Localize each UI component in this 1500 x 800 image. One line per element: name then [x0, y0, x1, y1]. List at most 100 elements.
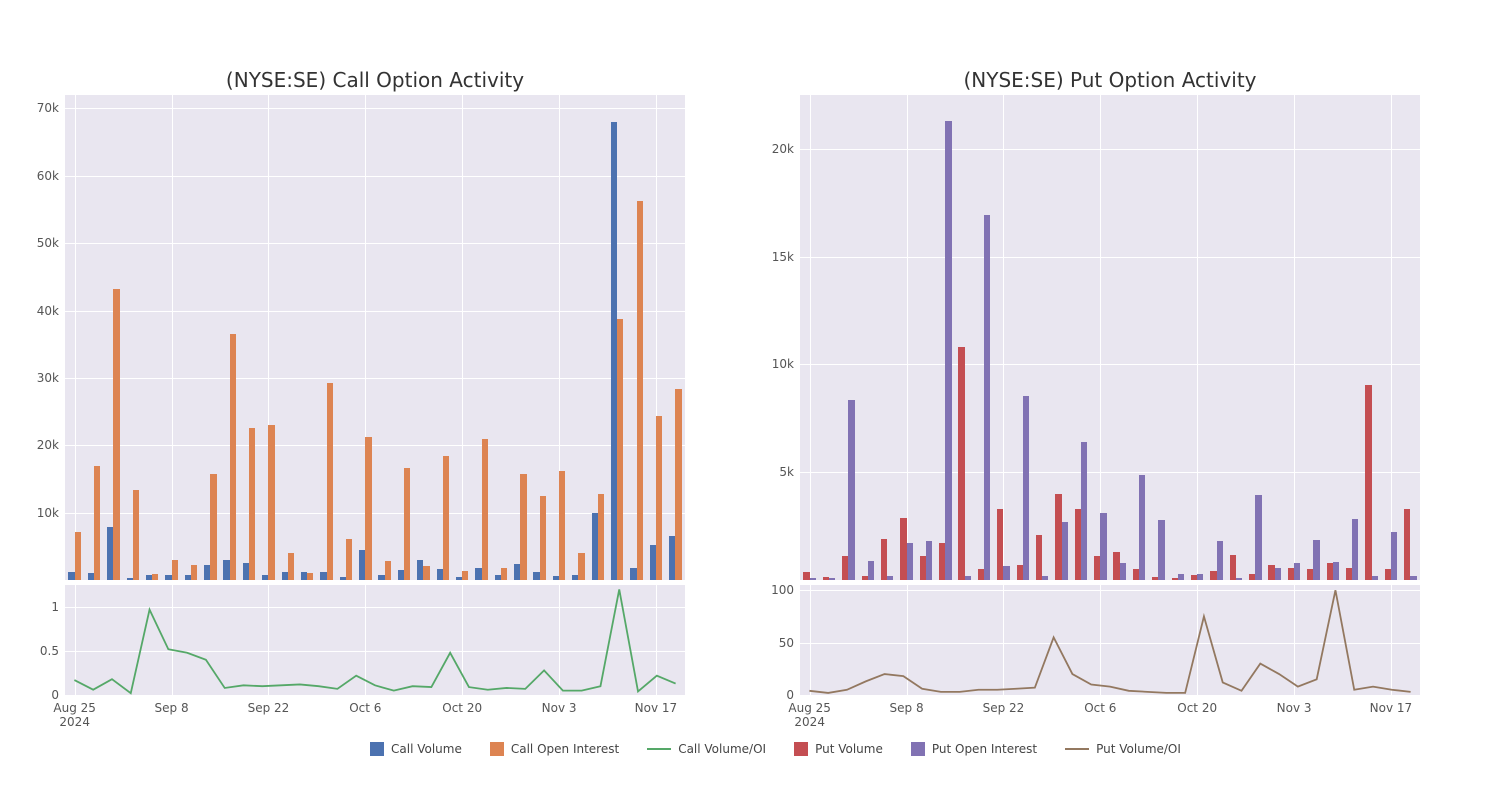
- x-tick-label: Aug 252024: [53, 695, 96, 729]
- y-tick-label: 100: [771, 583, 800, 597]
- bar-open-interest: [810, 578, 816, 580]
- bar-open-interest: [172, 560, 178, 580]
- bar-open-interest: [1352, 519, 1358, 580]
- ratio-line: [809, 590, 1410, 693]
- bar-open-interest: [404, 468, 410, 580]
- figure: (NYSE:SE) Call Option Activity (NYSE:SE)…: [0, 0, 1500, 800]
- bar-open-interest: [462, 571, 468, 580]
- legend-label: Put Volume/OI: [1096, 742, 1181, 756]
- bar-open-interest: [945, 121, 951, 580]
- y-tick-label: 70k: [37, 101, 65, 115]
- bar-open-interest: [1042, 576, 1048, 580]
- legend-label: Call Volume: [391, 742, 462, 756]
- y-tick-label: 10k: [37, 506, 65, 520]
- legend-swatch-line: [1065, 748, 1089, 750]
- legend-item: Put Open Interest: [911, 742, 1037, 756]
- legend-item: Call Volume: [370, 742, 462, 756]
- bar-open-interest: [656, 416, 662, 580]
- bar-open-interest: [984, 215, 990, 580]
- y-tick-label: 5k: [779, 465, 800, 479]
- bar-open-interest: [926, 541, 932, 580]
- bar-open-interest: [365, 437, 371, 580]
- bar-volume: [881, 539, 887, 580]
- bar-open-interest: [1217, 541, 1223, 580]
- bar-open-interest: [637, 201, 643, 580]
- bar-open-interest: [1313, 540, 1319, 580]
- bar-open-interest: [1197, 574, 1203, 580]
- call-bar-chart: 10k20k30k40k50k60k70k: [65, 95, 685, 580]
- bar-open-interest: [1100, 513, 1106, 580]
- bar-open-interest: [829, 578, 835, 580]
- y-tick-label: 60k: [37, 169, 65, 183]
- legend-item: Call Volume/OI: [647, 742, 766, 756]
- bar-open-interest: [1410, 576, 1416, 580]
- x-tick-label: Oct 20: [1177, 695, 1217, 715]
- bar-open-interest: [307, 573, 313, 580]
- bar-volume: [1230, 555, 1236, 580]
- bar-open-interest: [1178, 574, 1184, 580]
- legend-item: Call Open Interest: [490, 742, 619, 756]
- bar-open-interest: [443, 456, 449, 580]
- bar-open-interest: [288, 553, 294, 580]
- bar-open-interest: [152, 574, 158, 580]
- call-ratio-chart: 00.51Aug 252024Sep 8Sep 22Oct 6Oct 20Nov…: [65, 585, 685, 695]
- bar-open-interest: [617, 319, 623, 580]
- bar-open-interest: [598, 494, 604, 580]
- bar-open-interest: [887, 576, 893, 580]
- x-tick-label: Nov 17: [635, 695, 678, 715]
- bar-volume: [1036, 535, 1042, 580]
- legend-swatch-bar: [911, 742, 925, 756]
- bar-open-interest: [1003, 566, 1009, 580]
- bar-open-interest: [346, 539, 352, 580]
- y-tick-label: 0.5: [40, 644, 65, 658]
- bar-open-interest: [230, 334, 236, 580]
- bar-open-interest: [1372, 576, 1378, 580]
- bar-open-interest: [501, 568, 507, 580]
- bar-open-interest: [848, 400, 854, 580]
- legend-item: Put Volume/OI: [1065, 742, 1181, 756]
- ratio-line: [74, 589, 675, 693]
- bar-open-interest: [540, 496, 546, 580]
- bar-open-interest: [94, 466, 100, 581]
- legend-swatch-bar: [794, 742, 808, 756]
- bar-open-interest: [1139, 475, 1145, 580]
- legend-label: Call Volume/OI: [678, 742, 766, 756]
- x-tick-label: Oct 20: [442, 695, 482, 715]
- bar-open-interest: [423, 566, 429, 580]
- bar-open-interest: [482, 439, 488, 580]
- y-tick-label: 30k: [37, 371, 65, 385]
- bar-open-interest: [1391, 532, 1397, 581]
- bar-open-interest: [559, 471, 565, 580]
- x-tick-label: Nov 3: [1277, 695, 1312, 715]
- bar-open-interest: [1081, 442, 1087, 580]
- bar-open-interest: [1062, 522, 1068, 580]
- bar-open-interest: [868, 561, 874, 580]
- y-tick-label: 40k: [37, 304, 65, 318]
- put-chart-title: (NYSE:SE) Put Option Activity: [963, 68, 1256, 92]
- bar-volume: [958, 347, 964, 580]
- x-tick-label: Nov 3: [542, 695, 577, 715]
- put-ratio-chart: 050100Aug 252024Sep 8Sep 22Oct 6Oct 20No…: [800, 585, 1420, 695]
- legend-label: Put Volume: [815, 742, 883, 756]
- bar-open-interest: [385, 561, 391, 580]
- legend-label: Put Open Interest: [932, 742, 1037, 756]
- x-tick-label: Sep 8: [155, 695, 189, 715]
- legend-label: Call Open Interest: [511, 742, 619, 756]
- y-tick-label: 1: [51, 600, 65, 614]
- y-tick-label: 20k: [772, 142, 800, 156]
- y-tick-label: 50: [779, 636, 800, 650]
- bar-open-interest: [907, 543, 913, 580]
- x-tick-label: Oct 6: [1084, 695, 1116, 715]
- bar-open-interest: [133, 490, 139, 580]
- legend: Call Volume Call Open Interest Call Volume…: [370, 742, 1181, 756]
- bar-volume: [1365, 385, 1371, 580]
- bar-open-interest: [191, 565, 197, 580]
- x-tick-label: Oct 6: [349, 695, 381, 715]
- bar-open-interest: [268, 425, 274, 580]
- bar-open-interest: [327, 383, 333, 580]
- x-tick-label: Sep 8: [890, 695, 924, 715]
- bar-open-interest: [578, 553, 584, 580]
- bar-open-interest: [1275, 568, 1281, 580]
- bar-open-interest: [1255, 495, 1261, 580]
- bar-open-interest: [675, 389, 681, 580]
